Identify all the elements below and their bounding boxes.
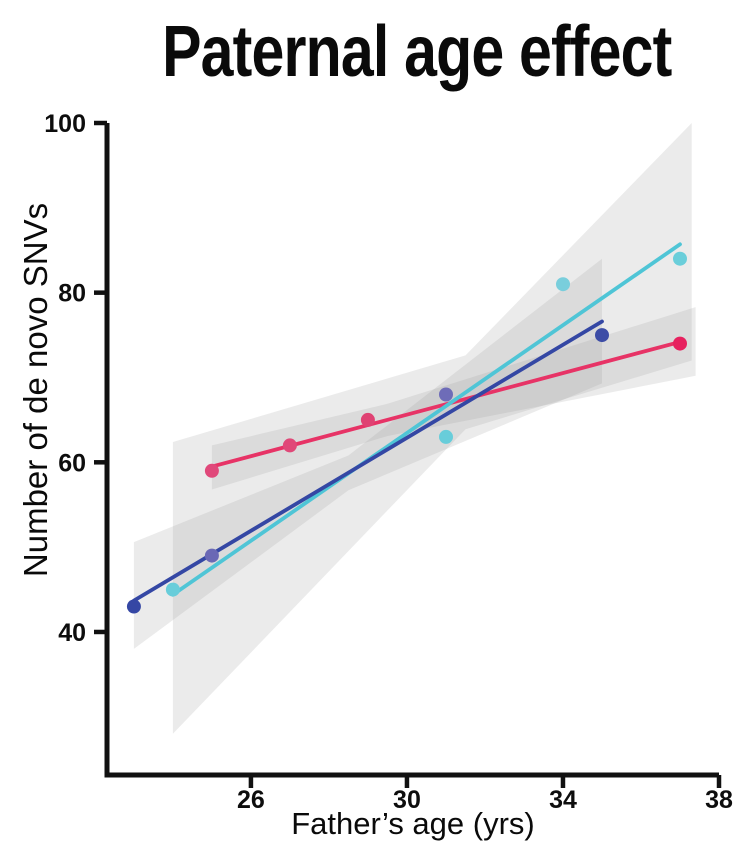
data-point-pink-3 xyxy=(360,412,375,427)
data-point-cyan-4 xyxy=(673,251,687,266)
data-point-cyan-3 xyxy=(556,277,570,292)
ci-band-pink xyxy=(211,307,696,490)
ci-band-cyan xyxy=(172,123,692,734)
data-point-blue-3 xyxy=(439,387,453,402)
data-point-blue-2 xyxy=(204,548,219,563)
data-point-cyan-2 xyxy=(439,429,453,444)
x-tick-label: 26 xyxy=(237,786,265,814)
x-tick-label: 34 xyxy=(549,786,577,814)
y-tick-label: 60 xyxy=(58,449,86,477)
regression-line-cyan xyxy=(171,242,682,597)
x-tick-label: 30 xyxy=(393,786,421,814)
x-axis-label: Father’s age (yrs) xyxy=(291,806,535,841)
data-point-pink-2 xyxy=(282,438,297,453)
chart-title: Paternal age effect xyxy=(162,12,672,92)
data-point-pink-4 xyxy=(673,336,687,351)
y-tick-label: 40 xyxy=(58,619,86,647)
y-tick-label: 80 xyxy=(58,280,86,308)
ci-band-blue xyxy=(133,258,602,649)
y-tick-label: 100 xyxy=(44,110,86,138)
data-point-cyan-1 xyxy=(165,582,180,597)
x-tick-label: 38 xyxy=(705,786,733,814)
axis-line xyxy=(104,123,719,778)
data-point-pink-1 xyxy=(204,463,219,478)
data-point-blue-4 xyxy=(595,328,609,343)
data-point-blue-1 xyxy=(126,599,141,614)
